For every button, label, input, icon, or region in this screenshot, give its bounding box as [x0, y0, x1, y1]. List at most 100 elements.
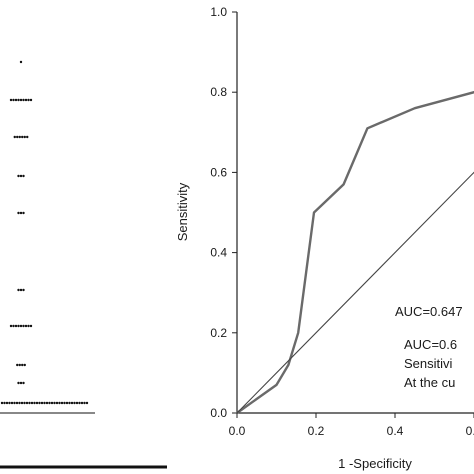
dot — [19, 324, 23, 328]
dot — [68, 401, 71, 405]
dot — [29, 98, 33, 102]
y-tick-label: 0.8 — [210, 85, 227, 99]
dot — [70, 401, 74, 405]
roc-axes — [236, 12, 474, 414]
dot — [14, 98, 18, 102]
annotation-text: At the cu — [404, 375, 455, 390]
dot — [24, 324, 28, 328]
dot — [18, 401, 21, 405]
dot — [9, 98, 13, 102]
dot — [17, 381, 20, 385]
dot — [18, 135, 21, 139]
y-axis-ticks: 0.0 0.2 0.4 0.6 0.8 1.0 — [210, 5, 237, 420]
dot — [16, 135, 19, 139]
dot — [25, 401, 29, 405]
x-tick-label: 0.4 — [387, 424, 404, 438]
dot — [33, 401, 36, 405]
dot — [12, 98, 15, 102]
dot — [15, 401, 19, 405]
dot — [60, 401, 64, 405]
dot — [22, 211, 25, 215]
dot — [50, 401, 54, 405]
annotation-text: Sensitivi — [404, 356, 453, 371]
dot — [16, 363, 19, 367]
y-axis-label: Sensitivity — [175, 182, 190, 241]
y-tick-label: 0.2 — [210, 326, 227, 340]
dot — [3, 401, 6, 405]
y-tick-label: 1.0 — [210, 5, 227, 19]
roc-chart-panel: 0.0 0.2 0.4 0.6 0.0 0.2 0.4 0.6 0.8 1.0 1 -Speci… — [175, 5, 474, 471]
dot — [0, 401, 4, 405]
dot — [19, 288, 23, 292]
dot — [28, 401, 31, 405]
dot — [8, 401, 11, 405]
dot — [80, 401, 84, 405]
dot — [45, 401, 49, 405]
annotations: AUC=0.647 AUC=0.6 Sensitivi At the cu — [395, 304, 463, 390]
dot — [17, 174, 20, 178]
dot — [23, 401, 26, 405]
dot — [21, 135, 24, 139]
dot — [43, 401, 46, 405]
roc-curve — [236, 90, 474, 414]
dot — [27, 98, 30, 102]
dot — [75, 401, 79, 405]
dot — [17, 211, 20, 215]
roc-series — [236, 90, 474, 414]
dot — [22, 174, 25, 178]
dot — [26, 135, 29, 139]
dot — [13, 401, 16, 405]
dot — [40, 401, 44, 405]
dot — [19, 98, 23, 102]
dot — [38, 401, 41, 405]
dot — [9, 324, 13, 328]
dot — [19, 174, 23, 178]
dot — [73, 401, 76, 405]
dot — [5, 401, 9, 405]
x-tick-label: 0.0 — [229, 424, 246, 438]
dot — [21, 363, 24, 367]
dot-plot-panel — [0, 60, 167, 469]
reference-diagonal — [236, 171, 474, 414]
dot — [48, 401, 51, 405]
dot — [13, 135, 16, 139]
dot — [14, 324, 18, 328]
dot — [53, 401, 56, 405]
dot — [17, 288, 20, 292]
dot — [85, 401, 89, 405]
dot — [78, 401, 81, 405]
dot — [55, 401, 59, 405]
dot — [29, 324, 33, 328]
dot — [22, 288, 25, 292]
dot — [35, 401, 39, 405]
dot — [10, 401, 14, 405]
dot — [22, 98, 25, 102]
dot — [20, 401, 24, 405]
dot — [19, 211, 23, 215]
annotation-text: AUC=0.6 — [404, 337, 457, 352]
dot — [17, 324, 20, 328]
x-tick-label: 0.6 — [466, 424, 474, 438]
dot — [23, 135, 26, 139]
dot — [19, 60, 23, 64]
dot — [23, 363, 26, 367]
x-axis-label: 1 -Specificity — [338, 456, 412, 471]
dot — [65, 401, 69, 405]
dot — [63, 401, 66, 405]
dot — [24, 98, 28, 102]
dot — [58, 401, 61, 405]
x-tick-label: 0.2 — [308, 424, 325, 438]
y-tick-label: 0.0 — [210, 406, 227, 420]
dot — [18, 363, 21, 367]
dot — [19, 381, 23, 385]
y-tick-label: 0.4 — [210, 246, 227, 260]
dot — [27, 324, 30, 328]
y-tick-label: 0.6 — [210, 165, 227, 179]
dot — [83, 401, 86, 405]
annotation-text: AUC=0.647 — [395, 304, 463, 319]
dot — [17, 98, 20, 102]
dot — [22, 381, 25, 385]
dot — [12, 324, 15, 328]
x-axis-ticks: 0.0 0.2 0.4 0.6 — [229, 413, 474, 438]
